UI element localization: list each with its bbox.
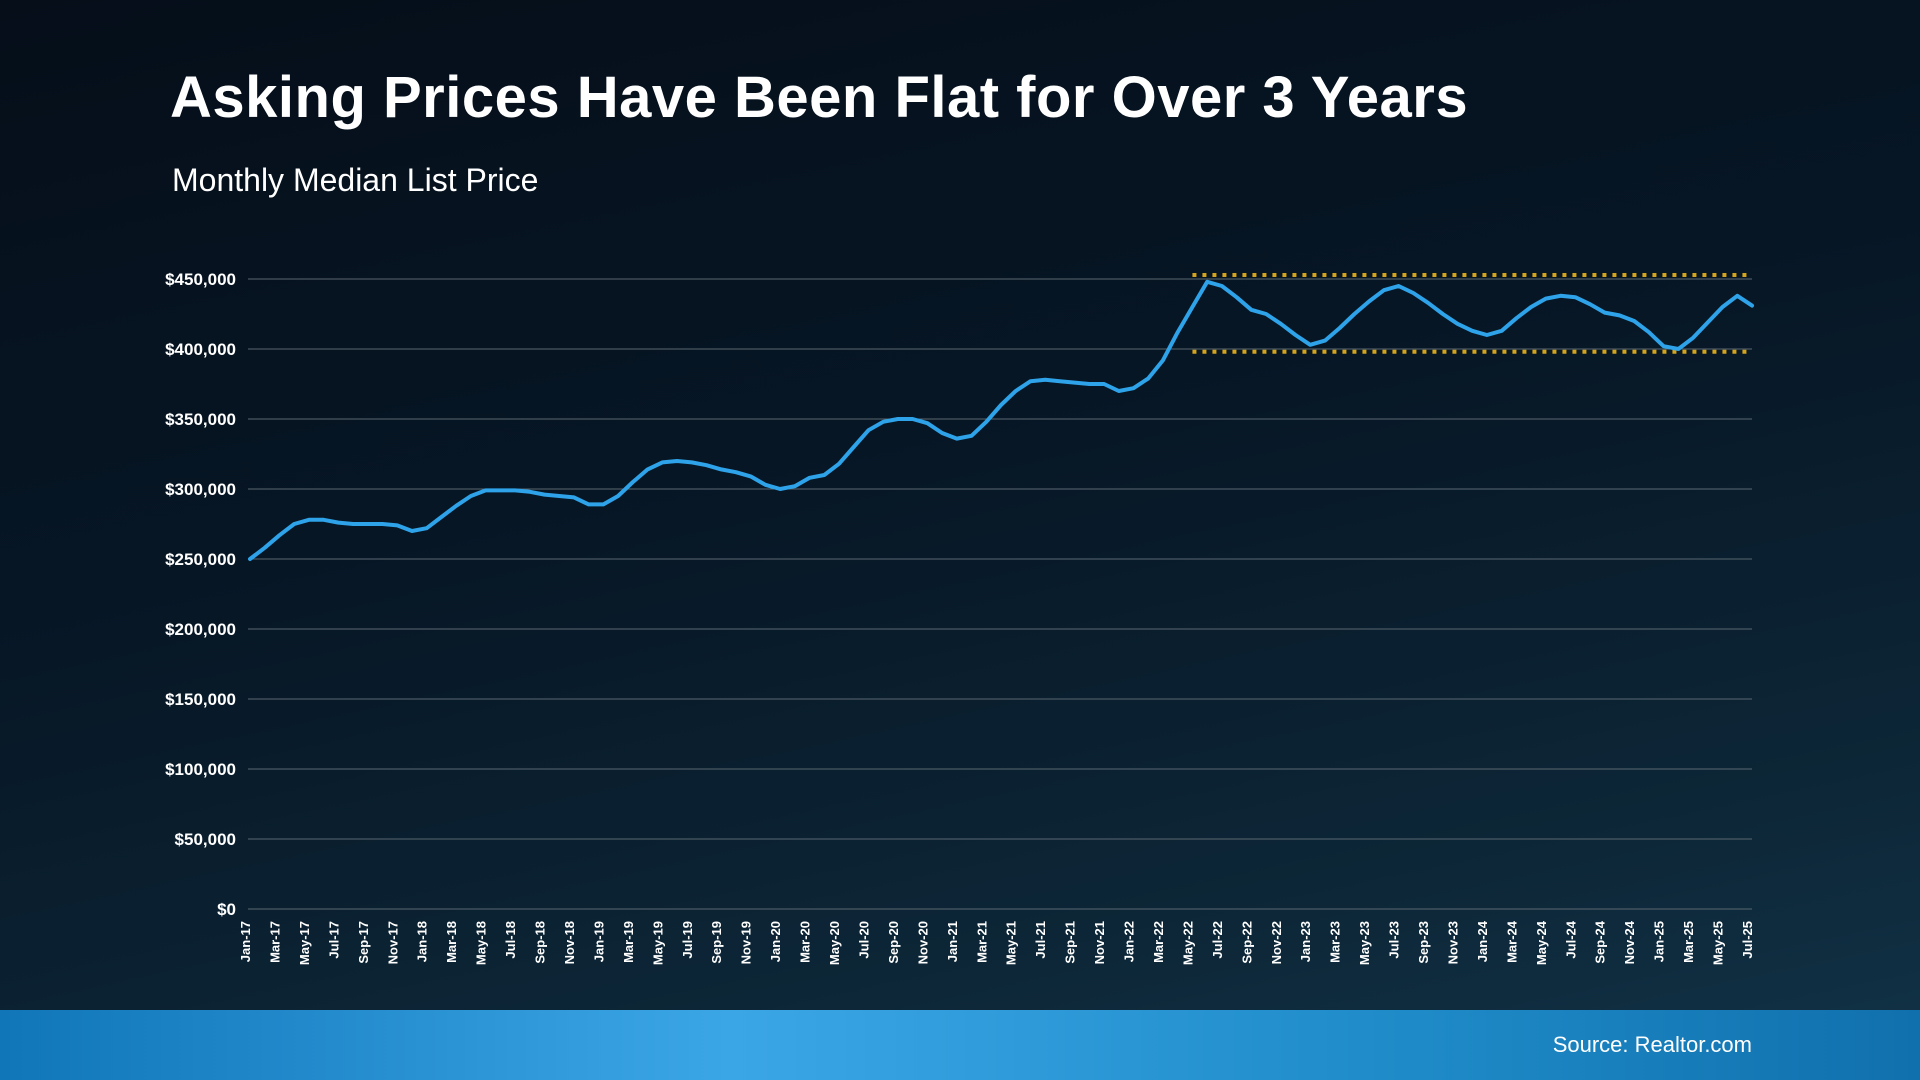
y-axis-label: $100,000 [165, 760, 236, 779]
x-axis-label: Sep-19 [709, 921, 724, 964]
source-attribution: Source: Realtor.com [1552, 1032, 1752, 1057]
x-axis-label: Jul-22 [1210, 921, 1225, 959]
y-axis-label: $450,000 [165, 270, 236, 289]
x-axis-label: Nov-23 [1445, 921, 1460, 964]
x-axis-label: Nov-20 [915, 921, 930, 964]
x-axis-label: Jan-22 [1122, 921, 1137, 962]
x-axis-label: Mar-17 [267, 921, 282, 963]
x-axis-label: Jan-18 [415, 921, 430, 962]
x-axis-label: Nov-22 [1269, 921, 1284, 964]
x-axis-label: Jan-21 [945, 921, 960, 962]
x-axis-label: Sep-18 [533, 921, 548, 964]
x-axis-label: May-24 [1534, 920, 1549, 965]
y-axis-label: $0 [217, 900, 236, 919]
y-axis-label: $200,000 [165, 620, 236, 639]
y-axis-label: $350,000 [165, 410, 236, 429]
x-axis-label: Nov-17 [385, 921, 400, 964]
x-axis-label: May-18 [474, 921, 489, 965]
x-axis-label: Nov-21 [1092, 921, 1107, 964]
x-axis-label: Nov-19 [739, 921, 754, 964]
x-axis-label: Jan-20 [768, 921, 783, 962]
x-axis-label: Mar-22 [1151, 921, 1166, 963]
x-axis-label: May-23 [1357, 921, 1372, 965]
x-axis-label: Sep-21 [1063, 921, 1078, 964]
x-axis-label: Jan-19 [591, 921, 606, 962]
x-axis-label: Jan-17 [238, 921, 253, 962]
x-axis-label: Sep-23 [1416, 921, 1431, 964]
x-axis-label: Jul-20 [856, 921, 871, 959]
chart-subtitle: Monthly Median List Price [172, 162, 539, 198]
footer-bar: Source: Realtor.com [0, 1010, 1920, 1080]
x-axis-label: May-17 [297, 921, 312, 965]
x-axis-label: Jul-24 [1563, 920, 1578, 958]
x-axis-label: Jul-18 [503, 921, 518, 959]
x-axis-label: Mar-18 [444, 921, 459, 963]
y-axis-label: $300,000 [165, 480, 236, 499]
x-axis-label: May-21 [1004, 921, 1019, 965]
x-axis-label: May-20 [827, 921, 842, 965]
x-axis-label: May-22 [1180, 921, 1195, 965]
x-axis-label: Mar-25 [1681, 921, 1696, 963]
x-axis-label: Mar-19 [621, 921, 636, 963]
x-axis-label: Mar-21 [974, 921, 989, 963]
x-axis-label: Jan-25 [1652, 921, 1667, 962]
y-axis-label: $400,000 [165, 340, 236, 359]
x-axis-label: Jan-23 [1298, 921, 1313, 962]
median-price-line [248, 279, 1754, 561]
chart-title: Asking Prices Have Been Flat for Over 3 … [170, 65, 1469, 130]
x-axis-label: Mar-23 [1328, 921, 1343, 963]
x-axis-label: May-19 [650, 921, 665, 965]
x-axis-label: Sep-20 [886, 921, 901, 964]
x-axis-label: Sep-24 [1593, 920, 1608, 963]
x-axis-label: Sep-22 [1239, 921, 1254, 964]
x-axis-label: Jul-25 [1740, 921, 1755, 959]
x-axis-label: Mar-20 [798, 921, 813, 963]
y-axis-label: $150,000 [165, 690, 236, 709]
y-axis-label: $250,000 [165, 550, 236, 569]
x-axis-label: Jul-23 [1387, 921, 1402, 959]
x-axis-label: Mar-24 [1504, 920, 1519, 963]
x-axis-label: Jan-24 [1475, 920, 1490, 962]
y-axis-label: $50,000 [175, 830, 236, 849]
x-axis-label: Jul-17 [326, 921, 341, 959]
x-axis-label: Jul-19 [680, 921, 695, 959]
x-axis-label: Jul-21 [1033, 921, 1048, 959]
x-axis-label: Sep-17 [356, 921, 371, 964]
x-axis-label: Nov-18 [562, 921, 577, 964]
x-axis-label: Nov-24 [1622, 920, 1637, 964]
x-axis-label: May-25 [1711, 921, 1726, 965]
